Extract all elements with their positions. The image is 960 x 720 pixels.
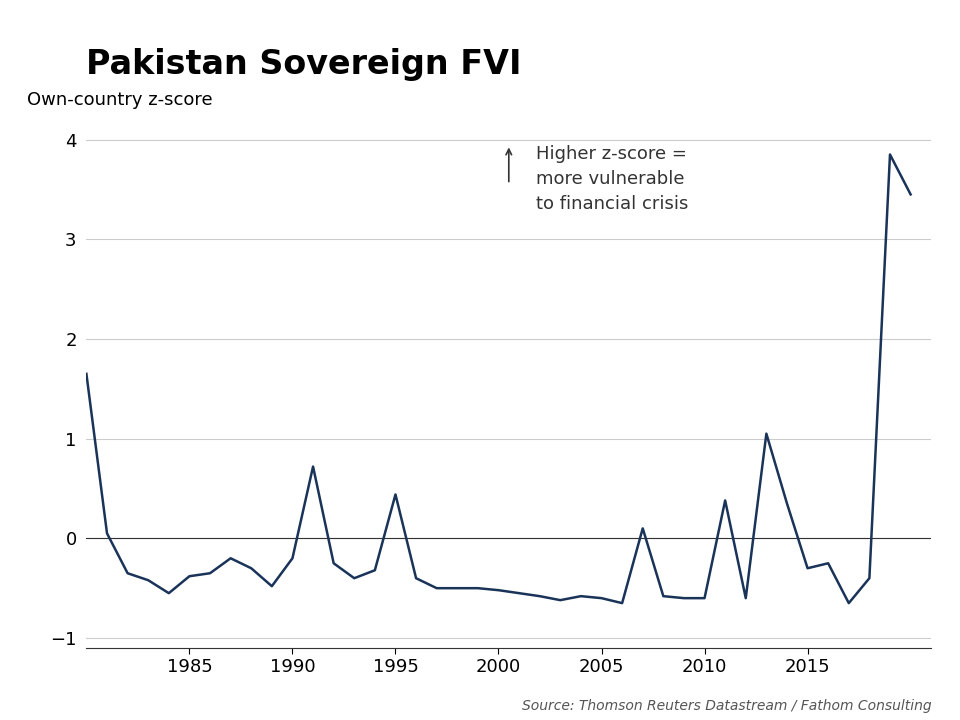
Text: Source: Thomson Reuters Datastream / Fathom Consulting: Source: Thomson Reuters Datastream / Fat… xyxy=(521,699,931,713)
Text: Pakistan Sovereign FVI: Pakistan Sovereign FVI xyxy=(86,48,522,81)
Text: Own-country z-score: Own-country z-score xyxy=(27,91,213,109)
Text: Higher z-score =
more vulnerable
to financial crisis: Higher z-score = more vulnerable to fina… xyxy=(536,145,688,212)
